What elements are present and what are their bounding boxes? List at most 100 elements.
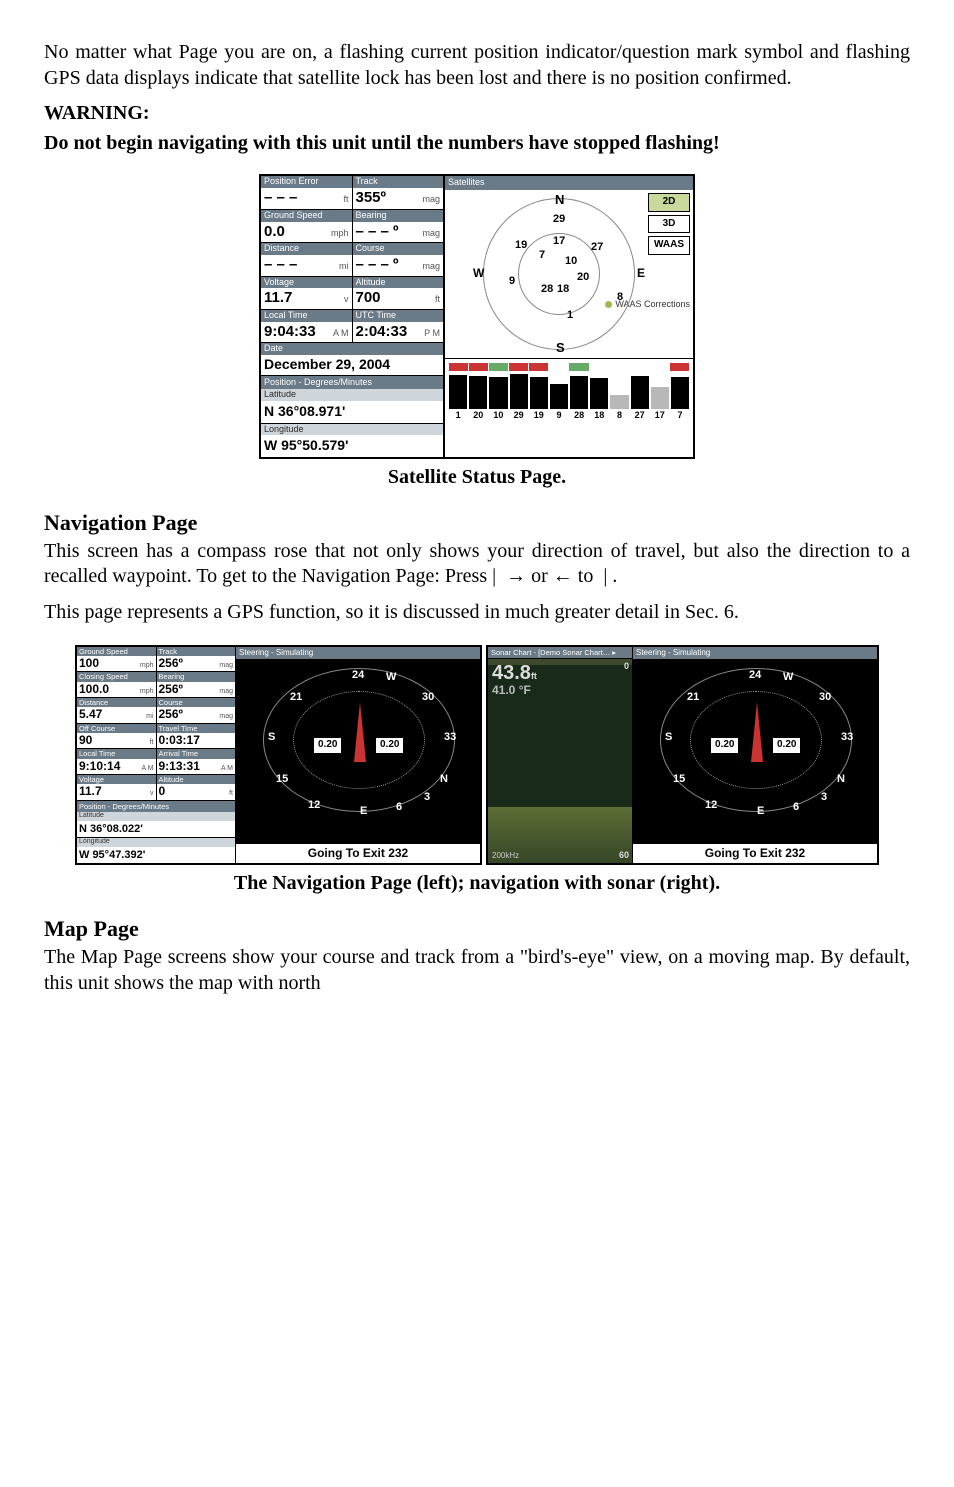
signal-bar-label: 28 [570,410,588,422]
latitude-value: N 36°08.971' [261,401,443,424]
map-section-title: Map Page [44,915,910,943]
compass-s: S [556,340,565,357]
warning-label: WARNING: [44,102,150,124]
signal-bar [631,376,649,409]
sonar-header: Sonar Chart - [Demo Sonar Chart… ▸ [488,647,632,660]
longitude-value: W 95°50.579' [261,435,443,457]
mode-2d-button[interactable]: 2D [648,193,690,212]
mode-3d-button[interactable]: 3D [648,215,690,234]
distance-value: – – – [264,257,297,274]
nav-para-2: This page represents a GPS function, so … [44,600,910,626]
track-label: Track [353,176,444,188]
compass-rose-2: 24 21 30 S 33 15 N 12 E 6 3 W 0.20 0.20 [633,660,877,843]
signal-bar-label: 9 [550,410,568,422]
utc-time-label: UTC Time [353,310,444,322]
latitude-label: Latitude [261,389,443,401]
position-header: Position - Degrees/Minutes [261,376,443,390]
altitude-label: Altitude [353,277,444,289]
steering-header-2: Steering - Simulating [633,647,877,660]
compass-w: W [473,266,484,281]
sat-id: 8 [617,290,623,304]
signal-bar-label: 8 [610,410,628,422]
compass-n: N [555,192,564,209]
sat-id: 19 [515,238,527,252]
signal-bar-label: 17 [651,410,669,422]
signal-bar [590,378,608,409]
satellite-status-figure: Position Error – – –ft Track 355ºmag Gro… [44,166,910,459]
sat-id: 10 [565,254,577,268]
warning-body: Do not begin navigating with this unit u… [44,131,910,157]
signal-bar [489,377,507,409]
sat-id: 1 [567,308,573,322]
utc-time-value: 2:04:33 [356,324,408,341]
signal-bar-label: 1 [449,410,467,422]
ground-speed-value: 0.0 [264,224,285,241]
nav-panel-right: Sonar Chart - [Demo Sonar Chart… ▸ 43.8f… [486,645,879,866]
mode-waas-button[interactable]: WAAS [648,236,690,255]
local-time-label: Local Time [261,310,352,322]
position-error-label: Position Error [261,176,352,188]
ground-speed-label: Ground Speed [261,210,352,222]
signal-bar-label: 20 [469,410,487,422]
off-course-left-box: 0.20 [314,738,341,753]
sat-id: 9 [509,274,515,288]
sat-id: 7 [539,248,545,262]
navigation-section-title: Navigation Page [44,509,910,537]
longitude-label: Longitude [261,424,443,436]
signal-bar [550,384,568,409]
signal-bars: 12010291992818827177 [445,358,693,423]
sat-id: 29 [553,212,565,226]
signal-bar [469,376,487,409]
compass-rose: 24 21 30 S 33 15 N 12 E 6 3 W 0.20 0.20 [236,660,480,843]
sat-id: 20 [577,270,589,284]
off-course-right-box: 0.20 [376,738,403,753]
bearing-label: Bearing [353,210,444,222]
sat-id: 28 [541,282,553,296]
signal-bar [510,374,528,409]
sky-plot: 2D 3D WAAS WAAS Corrections N S E W 2919… [445,190,693,358]
altitude-value: 700 [356,290,381,307]
intro-paragraph: No matter what Page you are on, a flashi… [44,40,910,91]
local-time-value: 9:04:33 [264,324,316,341]
signal-bar [570,376,588,409]
navigation-figure: Ground Speed100mph Track256ºmag Closing … [44,636,910,866]
voltage-label: Voltage [261,277,352,289]
nav-figure-caption: The Navigation Page (left); navigation w… [44,871,910,897]
date-label: Date [261,343,443,355]
signal-bar [610,395,628,409]
signal-bar-label: 29 [510,410,528,422]
bearing-value: – – – º [356,224,399,241]
heading-arrow-icon [354,702,366,762]
sat-left-column: Position Error – – –ft Track 355ºmag Gro… [261,176,443,457]
course-label: Course [353,243,444,255]
heading-arrow-icon [751,702,763,762]
steering-header: Steering - Simulating [236,647,480,660]
signal-bar [530,377,548,409]
voltage-value: 11.7 [264,290,292,307]
position-error-value: – – – [264,190,297,207]
date-value: December 29, 2004 [264,357,390,372]
compass-e: E [637,266,645,281]
course-value: – – – º [356,257,399,274]
compass-footer: Going To Exit 232 [236,843,480,863]
sonar-chart: 43.8ft 41.0 °F 0 60 200kHz [488,659,632,863]
signal-bar-label: 7 [671,410,689,422]
sat-figure-caption: Satellite Status Page. [44,465,910,491]
satellites-header: Satellites [445,176,693,190]
distance-label: Distance [261,243,352,255]
signal-bar-label: 10 [489,410,507,422]
signal-bar-label: 18 [590,410,608,422]
signal-bar [651,387,669,409]
sat-id: 18 [557,282,569,296]
map-para: The Map Page screens show your course an… [44,945,910,996]
signal-bar-label: 19 [530,410,548,422]
sat-id: 27 [591,240,603,254]
signal-bar [449,375,467,409]
signal-bar-label: 27 [631,410,649,422]
signal-bar [671,377,689,409]
compass-footer-2: Going To Exit 232 [633,843,877,863]
sat-right-column: Satellites 2D 3D WAAS WAAS Corrections N… [443,176,693,457]
nav-panel-left: Ground Speed100mph Track256ºmag Closing … [75,645,482,866]
nav-para-1: This screen has a compass rose that not … [44,539,910,590]
sat-id: 17 [553,234,565,248]
